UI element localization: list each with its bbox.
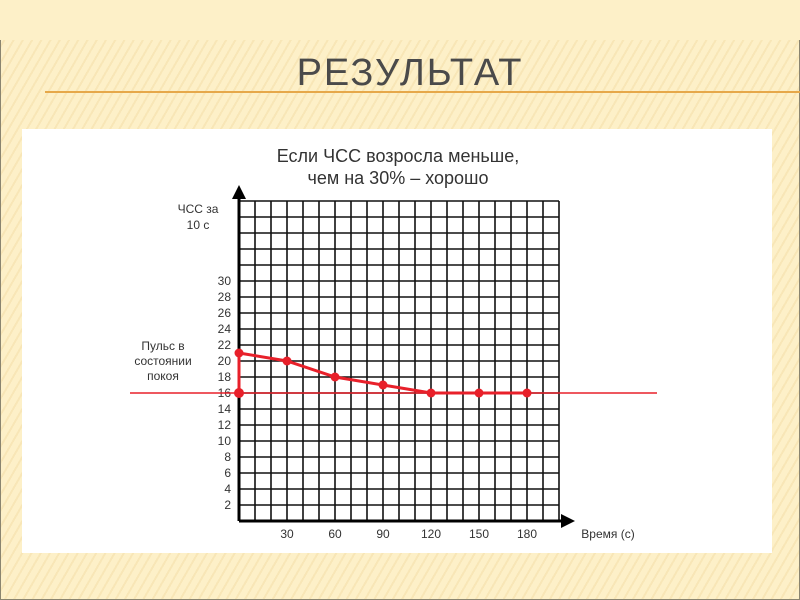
y-tick-label: 30	[218, 274, 232, 288]
data-point	[474, 388, 484, 398]
slide-title: РЕЗУЛЬТАТ	[296, 52, 524, 94]
y-tick-label: 24	[218, 322, 232, 336]
y-tick-label: 2	[224, 498, 231, 512]
y-axis-arrow-icon	[232, 185, 246, 199]
y-axis-label: 10 с	[187, 218, 210, 232]
chart-title: чем на 30% – хорошо	[307, 168, 488, 188]
x-tick-label: 30	[280, 527, 294, 541]
y-tick-label: 22	[218, 338, 232, 352]
x-axis-arrow-icon	[561, 514, 575, 528]
y-axis-label: ЧСС за	[178, 202, 219, 216]
data-point	[522, 388, 532, 398]
reference-line-label: Пульс в	[141, 339, 184, 353]
chart-title: Если ЧСС возросла меньше,	[277, 146, 519, 166]
y-tick-label: 18	[218, 370, 232, 384]
title-underline	[45, 91, 800, 93]
y-tick-label: 14	[218, 402, 232, 416]
x-tick-label: 150	[469, 527, 489, 541]
x-tick-label: 90	[376, 527, 390, 541]
y-tick-label: 8	[224, 450, 231, 464]
data-point	[378, 380, 388, 390]
y-tick-label: 20	[218, 354, 232, 368]
reference-line-label: состоянии	[134, 354, 191, 368]
x-axis-label: Время (с)	[581, 527, 634, 541]
data-point	[426, 388, 436, 398]
x-tick-label: 180	[517, 527, 537, 541]
resting-pulse-point	[234, 388, 244, 398]
slide-top-band	[0, 0, 800, 40]
y-tick-label: 26	[218, 306, 232, 320]
y-tick-label: 12	[218, 418, 232, 432]
y-tick-label: 4	[224, 482, 231, 496]
y-tick-label: 6	[224, 466, 231, 480]
data-point	[234, 348, 244, 358]
data-point	[330, 372, 340, 382]
x-tick-label: 120	[421, 527, 441, 541]
chart-panel	[22, 129, 772, 553]
reference-line-label: покоя	[147, 369, 179, 383]
y-tick-label: 10	[218, 434, 232, 448]
data-point	[282, 356, 292, 366]
y-tick-label: 28	[218, 290, 232, 304]
x-tick-label: 60	[328, 527, 342, 541]
